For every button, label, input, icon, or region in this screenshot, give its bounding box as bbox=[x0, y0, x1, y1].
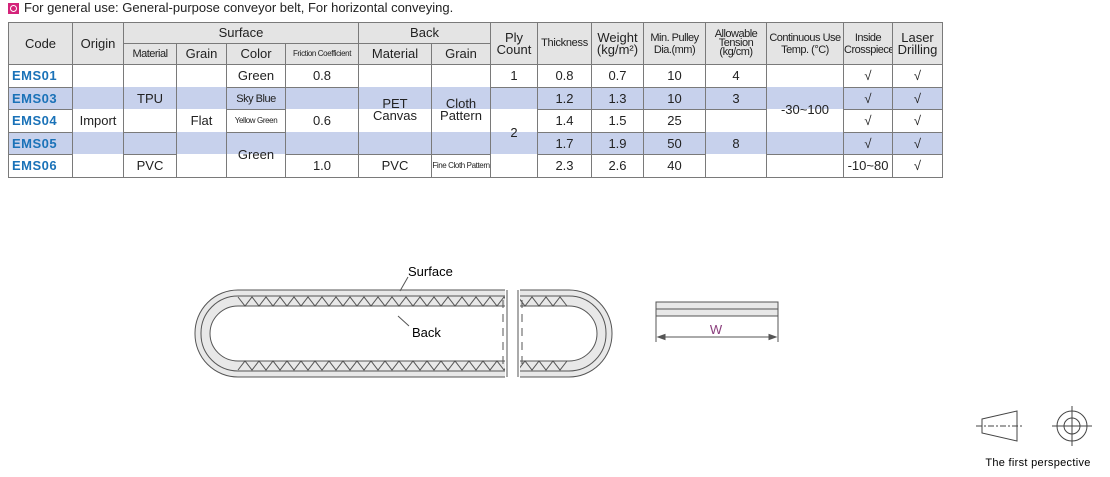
cell: PVC bbox=[123, 154, 177, 178]
header-cell: Continuous Use Temp. (°C) bbox=[766, 22, 844, 65]
cell: Cloth Pattern bbox=[431, 64, 491, 155]
header-cell: Code bbox=[8, 22, 73, 65]
header-cell: Min. Pulley Dia.(mm) bbox=[643, 22, 706, 65]
zigzag-line bbox=[237, 296, 568, 307]
zigzag bbox=[237, 296, 568, 371]
cell: 0.8 bbox=[537, 64, 592, 88]
header-cell: Material bbox=[123, 43, 177, 65]
cell: 0.6 bbox=[285, 87, 359, 155]
cell: √ bbox=[892, 64, 943, 88]
cell: 1 bbox=[490, 64, 538, 88]
cell: 1.4 bbox=[537, 109, 592, 133]
header-cell: Grain bbox=[431, 43, 491, 65]
header-cell: Allowable Tension (kg/cm) bbox=[705, 22, 767, 65]
back-label: Back bbox=[412, 325, 441, 340]
code-cell: EMS06 bbox=[8, 154, 73, 178]
header-cell: Back bbox=[358, 22, 491, 44]
cell: 8 bbox=[705, 109, 767, 178]
cell: Import bbox=[72, 64, 124, 178]
header-cell: Friction Coefficient bbox=[285, 43, 359, 65]
cell: √ bbox=[892, 132, 943, 155]
cell: -10~80 bbox=[843, 154, 893, 178]
cell: Fine Cloth Pattern bbox=[431, 154, 491, 178]
side-view bbox=[655, 301, 779, 342]
cell: 1.2 bbox=[537, 87, 592, 110]
header-cell: Grain bbox=[176, 43, 227, 65]
cell: 2.3 bbox=[537, 154, 592, 178]
header-cell: Weight (kg/m²) bbox=[591, 22, 644, 65]
cell: TPU bbox=[123, 64, 177, 133]
cell: 1.7 bbox=[537, 132, 592, 155]
cell: √ bbox=[892, 87, 943, 110]
cell: 2.6 bbox=[591, 154, 644, 178]
cell: 50 bbox=[643, 132, 706, 155]
cell bbox=[123, 132, 177, 155]
surface-label: Surface bbox=[408, 264, 453, 279]
code-cell: EMS01 bbox=[8, 64, 73, 88]
header-cell: Thickness bbox=[537, 22, 592, 65]
header-cell: Ply Count bbox=[490, 22, 538, 65]
cell: √ bbox=[843, 132, 893, 155]
header-cell: Origin bbox=[72, 22, 124, 65]
cell: 4 bbox=[705, 64, 767, 88]
cell: 1.5 bbox=[591, 109, 644, 133]
cell: 1.9 bbox=[591, 132, 644, 155]
perspective-icon bbox=[976, 406, 1092, 446]
cell: -30~100 bbox=[766, 64, 844, 155]
cell: PVC bbox=[358, 154, 432, 178]
cell: 10 bbox=[643, 64, 706, 88]
cell: 0.8 bbox=[285, 64, 359, 88]
cell: Sky Blue bbox=[226, 87, 286, 110]
cell: √ bbox=[892, 109, 943, 133]
cell: √ bbox=[843, 87, 893, 110]
cell: √ bbox=[843, 64, 893, 88]
cell: Green bbox=[226, 132, 286, 178]
cell: 3 bbox=[705, 87, 767, 110]
code-cell: EMS04 bbox=[8, 109, 73, 133]
cell: 10 bbox=[643, 87, 706, 110]
cell: Green bbox=[226, 64, 286, 88]
cell: 25 bbox=[643, 109, 706, 133]
note-text: For general use: General-purpose conveyo… bbox=[24, 0, 454, 15]
header-cell: Surface bbox=[123, 22, 359, 44]
spec-table: Code Origin Surface Back Ply Count Thick… bbox=[8, 22, 943, 178]
cell: √ bbox=[843, 109, 893, 133]
code-cell: EMS05 bbox=[8, 132, 73, 155]
cell: Flat bbox=[176, 64, 227, 178]
cell bbox=[766, 154, 844, 178]
cell: 1.3 bbox=[591, 87, 644, 110]
header-cell: Inside Crosspiece bbox=[843, 22, 893, 65]
belt bbox=[194, 276, 613, 382]
header-cell: Laser Drilling bbox=[892, 22, 943, 65]
zigzag-line bbox=[237, 360, 568, 371]
note: For general use: General-purpose conveyo… bbox=[8, 0, 453, 16]
cell: √ bbox=[892, 154, 943, 178]
header-cell: Color bbox=[226, 43, 286, 65]
perspective-label: The first perspective bbox=[985, 457, 1090, 469]
cell: 2 bbox=[490, 87, 538, 178]
cell: 1.0 bbox=[285, 154, 359, 178]
cell: Yellow Green bbox=[226, 109, 286, 133]
note-icon bbox=[8, 2, 19, 14]
cell: PET Canvas bbox=[358, 64, 432, 155]
width-label: W bbox=[710, 322, 723, 337]
header-cell: Material bbox=[358, 43, 432, 65]
code-cell: EMS03 bbox=[8, 87, 73, 110]
cell: 40 bbox=[643, 154, 706, 178]
cell: 0.7 bbox=[591, 64, 644, 88]
